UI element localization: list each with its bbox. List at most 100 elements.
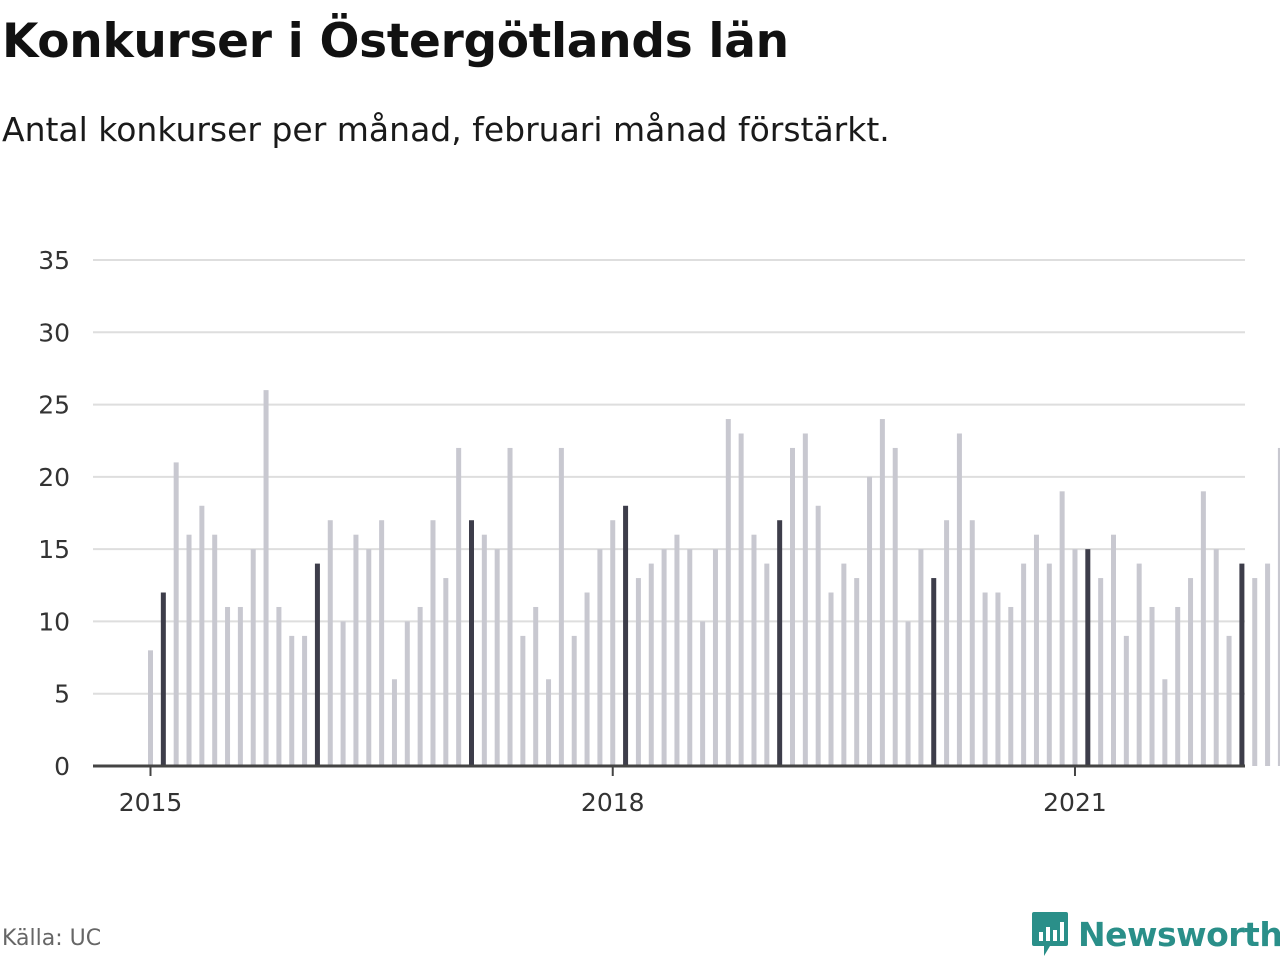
bar bbox=[250, 549, 256, 766]
bar bbox=[366, 549, 372, 766]
y-tick-label: 30 bbox=[38, 318, 70, 347]
bar bbox=[944, 520, 950, 766]
bar bbox=[790, 447, 795, 766]
bar bbox=[764, 563, 770, 766]
bar bbox=[199, 505, 205, 766]
bar bbox=[1226, 635, 1232, 766]
february-bar bbox=[1239, 563, 1245, 766]
y-tick-label: 25 bbox=[38, 391, 70, 420]
y-axis-labels: 0 5 10 15 20 25 30 35 bbox=[38, 246, 70, 781]
bar bbox=[674, 534, 680, 766]
bar bbox=[1162, 679, 1168, 766]
bar bbox=[1149, 606, 1155, 766]
bar bbox=[212, 534, 218, 766]
bar bbox=[379, 520, 385, 766]
bar bbox=[1046, 563, 1052, 766]
bar bbox=[712, 549, 718, 766]
y-tick-label: 5 bbox=[54, 680, 70, 709]
bar bbox=[867, 476, 873, 766]
x-tick-label: 2018 bbox=[581, 788, 645, 817]
x-tick-label: 2015 bbox=[119, 788, 183, 817]
bar bbox=[700, 621, 706, 766]
bar bbox=[173, 462, 179, 766]
bar bbox=[430, 520, 436, 766]
bar bbox=[1265, 563, 1271, 766]
bar bbox=[533, 606, 539, 766]
bar bbox=[1008, 606, 1014, 766]
bar-chart-icon bbox=[1032, 912, 1068, 956]
february-bar bbox=[1085, 549, 1091, 766]
bar bbox=[1200, 491, 1206, 766]
bar bbox=[237, 606, 243, 766]
bar bbox=[661, 549, 667, 766]
brand-logo: Newsworthy bbox=[1030, 910, 1280, 958]
bar bbox=[635, 578, 641, 766]
bar bbox=[1175, 606, 1181, 766]
bar bbox=[1252, 578, 1258, 766]
x-tick-label: 2021 bbox=[1043, 788, 1107, 817]
bar bbox=[1188, 578, 1194, 766]
bar bbox=[148, 650, 153, 766]
bar bbox=[276, 606, 282, 766]
bar bbox=[1213, 549, 1219, 766]
bar bbox=[828, 592, 834, 766]
bar bbox=[1123, 635, 1129, 766]
bar bbox=[1111, 534, 1116, 766]
february-bar bbox=[314, 563, 320, 766]
bar bbox=[302, 635, 308, 766]
bar bbox=[327, 520, 333, 766]
bar bbox=[905, 621, 911, 766]
bar bbox=[571, 635, 577, 766]
bar bbox=[353, 534, 359, 766]
y-tick-label: 10 bbox=[38, 607, 70, 636]
grid-lines bbox=[93, 259, 1245, 695]
bar bbox=[815, 505, 821, 766]
bar bbox=[404, 621, 410, 766]
y-tick-label: 15 bbox=[38, 535, 70, 564]
february-bar bbox=[777, 520, 783, 766]
bar bbox=[956, 433, 962, 766]
bar bbox=[1072, 549, 1078, 766]
bar bbox=[289, 635, 295, 766]
y-tick-label: 20 bbox=[38, 463, 70, 492]
chart-title: Konkurser i Östergötlands län bbox=[2, 14, 789, 69]
bar bbox=[456, 447, 462, 766]
bar bbox=[1021, 563, 1027, 766]
february-bar bbox=[623, 505, 629, 766]
bar bbox=[558, 447, 564, 766]
february-bar bbox=[469, 520, 474, 766]
x-axis-ticks: 2015201820212023 bbox=[119, 766, 1107, 817]
bar bbox=[725, 419, 731, 766]
bar bbox=[340, 621, 346, 766]
bar bbox=[186, 534, 192, 766]
bar bbox=[687, 549, 693, 766]
bar bbox=[546, 679, 552, 766]
february-bar bbox=[931, 578, 937, 766]
bar bbox=[1033, 534, 1039, 766]
bar bbox=[481, 534, 487, 766]
bar bbox=[648, 563, 654, 766]
bar bbox=[738, 433, 744, 766]
bars bbox=[148, 390, 1280, 766]
bar bbox=[892, 447, 898, 766]
bar bbox=[1136, 563, 1142, 766]
y-tick-label: 0 bbox=[54, 752, 70, 781]
bar bbox=[225, 606, 231, 766]
bar bbox=[263, 390, 269, 766]
bar bbox=[918, 549, 924, 766]
bar bbox=[494, 549, 500, 766]
bar bbox=[443, 578, 449, 766]
bar bbox=[802, 433, 808, 766]
bar bbox=[1059, 491, 1065, 766]
bar bbox=[597, 549, 603, 766]
bar bbox=[969, 520, 975, 766]
bar bbox=[854, 578, 860, 766]
bar bbox=[391, 679, 397, 766]
bar bbox=[507, 447, 513, 766]
bar bbox=[610, 520, 616, 766]
chart-subtitle: Antal konkurser per månad, februari måna… bbox=[2, 110, 890, 149]
bar bbox=[584, 592, 590, 766]
bar bbox=[751, 534, 757, 766]
bar bbox=[879, 419, 885, 766]
